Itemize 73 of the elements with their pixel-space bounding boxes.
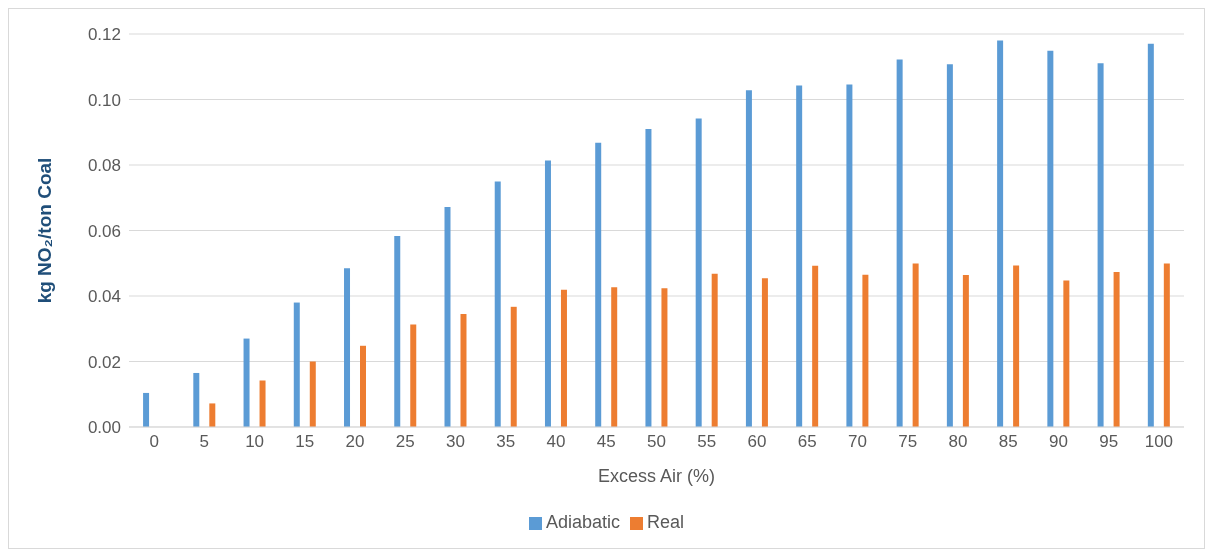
y-tick-label: 0.02 (87, 352, 121, 372)
x-tick-label: 40 (546, 432, 566, 452)
x-tick-label: 75 (898, 432, 918, 452)
bar (595, 142, 602, 427)
bar (611, 287, 618, 427)
bar (1147, 43, 1154, 427)
x-tick-label: 50 (647, 432, 666, 452)
bar (243, 338, 250, 427)
bar (711, 273, 718, 427)
x-tick-label: 80 (948, 432, 968, 452)
bar (946, 64, 953, 427)
bar (344, 268, 351, 427)
bar (143, 392, 150, 427)
bar (460, 314, 467, 427)
bar (745, 90, 752, 427)
bar (1113, 272, 1120, 427)
x-axis-title: Excess Air (%) (597, 466, 716, 486)
x-tick-label: 35 (496, 432, 516, 452)
x-tick-label: 55 (697, 432, 717, 452)
x-tick-label: 95 (1099, 432, 1119, 452)
bar (410, 324, 417, 427)
bar (494, 181, 501, 427)
bar (997, 40, 1004, 427)
bar (1163, 263, 1170, 427)
x-tick-label: 30 (446, 432, 466, 452)
bar (394, 236, 401, 427)
bar (846, 84, 853, 427)
x-tick-label: 0 (149, 432, 159, 452)
bar (761, 278, 768, 427)
bar (309, 361, 316, 427)
x-tick-label: 90 (1048, 432, 1068, 452)
bar (1097, 63, 1104, 427)
x-tick-label: 10 (245, 432, 265, 452)
x-tick-label: 100 (1144, 432, 1174, 452)
bar (962, 275, 969, 427)
bar (544, 160, 551, 427)
bar (695, 118, 702, 427)
y-axis-title: kg NO₂/ton Coal (33, 157, 55, 304)
y-tick-label: 0.12 (87, 25, 121, 45)
legend-label: Real (647, 512, 685, 532)
bar (862, 274, 869, 427)
bar (444, 206, 451, 427)
y-tick-label: 0.06 (87, 221, 121, 241)
bar (360, 345, 367, 427)
bar (560, 289, 567, 427)
bar (1047, 50, 1054, 427)
bar (293, 302, 300, 427)
bar (259, 380, 266, 427)
bar (1063, 280, 1070, 427)
y-tick-label: 0.08 (87, 156, 121, 176)
bar (1013, 265, 1020, 427)
bar (812, 265, 819, 427)
bar (661, 288, 668, 427)
x-tick-label: 65 (797, 432, 817, 452)
bar (796, 85, 803, 427)
x-tick-label: 15 (295, 432, 315, 452)
x-tick-label: 25 (395, 432, 415, 452)
y-tick-label: 0.04 (87, 287, 121, 307)
bar (193, 372, 200, 427)
y-tick-label: 0.00 (87, 418, 121, 438)
x-tick-label: 70 (847, 432, 867, 452)
bar (912, 263, 919, 427)
bar (645, 128, 652, 427)
x-tick-label: 5 (199, 432, 210, 452)
y-tick-label: 0.10 (87, 90, 121, 110)
legend-label: Adiabatic (545, 512, 621, 532)
x-tick-label: 20 (345, 432, 365, 452)
x-tick-label: 60 (747, 432, 767, 452)
bar (209, 403, 216, 427)
x-tick-label: 45 (596, 432, 616, 452)
bar (896, 59, 903, 427)
bar (510, 306, 517, 427)
x-tick-label: 85 (998, 432, 1018, 452)
